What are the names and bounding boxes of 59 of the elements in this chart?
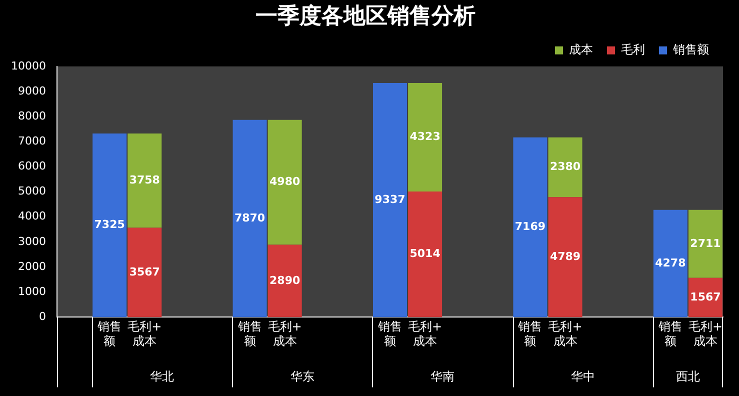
x-tick-label: 销售额 — [657, 320, 682, 348]
text: 西北 — [676, 369, 700, 384]
data-label: 1567 — [690, 290, 721, 304]
bar — [408, 83, 442, 192]
x-tick-label: 毛利+成本 — [128, 320, 162, 348]
text: 华南 — [430, 369, 455, 384]
data-label: 3758 — [129, 173, 160, 186]
bar — [653, 210, 688, 318]
x-tick-label: 毛利+成本 — [408, 320, 442, 348]
data-label: 2380 — [550, 160, 581, 174]
bar — [92, 133, 127, 318]
x-tick-label: 销售额 — [517, 320, 542, 348]
y-tick-label: 0 — [38, 310, 46, 324]
data-label: 7870 — [234, 211, 266, 224]
bar — [232, 120, 267, 318]
x-tick-label: 销售额 — [376, 320, 402, 348]
bar — [128, 228, 162, 318]
data-label: 4323 — [410, 130, 440, 144]
x-tick-label: 毛利+成本 — [548, 320, 582, 348]
y-tick-label: 8000 — [18, 109, 46, 122]
data-label: 2711 — [690, 236, 721, 250]
data-label: 4789 — [550, 250, 581, 264]
y-tick-label: 6000 — [18, 160, 46, 173]
y-tick-label: 4000 — [18, 210, 46, 223]
x-tick-label: 销售额 — [236, 320, 262, 348]
text: 华东 — [290, 369, 314, 384]
bar — [268, 120, 302, 245]
y-tick-label: 3000 — [18, 234, 46, 248]
y-tick-label: 7000 — [18, 134, 46, 148]
bar — [548, 137, 582, 198]
bar — [688, 210, 722, 278]
data-label: 9337 — [374, 192, 406, 206]
y-tick-label: 5000 — [18, 184, 46, 198]
x-tick-label: 毛利+成本 — [268, 320, 302, 348]
y-tick-label: 1000 — [18, 284, 46, 298]
bar — [513, 137, 548, 318]
data-label: 7325 — [94, 218, 125, 232]
bar — [408, 191, 442, 318]
text: 华北 — [150, 369, 174, 384]
bar — [268, 244, 302, 318]
bar — [548, 197, 582, 318]
x-tick-label: 毛利+成本 — [688, 320, 723, 348]
data-label: 3567 — [129, 265, 160, 278]
y-tick-label: 2000 — [18, 260, 46, 273]
data-label: 7169 — [514, 220, 546, 234]
data-label: 4980 — [270, 175, 300, 188]
data-label: 2890 — [270, 274, 300, 287]
bar — [372, 83, 407, 318]
y-tick-label: 9000 — [18, 84, 46, 98]
legend-label: 销售额 — [672, 42, 709, 57]
legend-label: 成本 — [569, 42, 593, 57]
y-tick-label: 10000 — [10, 59, 46, 72]
data-label: 4278 — [655, 256, 686, 270]
chart-title: 一季度各地区销售分析 — [256, 2, 476, 29]
text: 华中 — [570, 369, 595, 384]
legend-label: 毛利 — [621, 42, 645, 57]
data-label: 5014 — [410, 247, 441, 260]
x-tick-label: 销售额 — [96, 320, 122, 348]
bar — [128, 133, 162, 228]
